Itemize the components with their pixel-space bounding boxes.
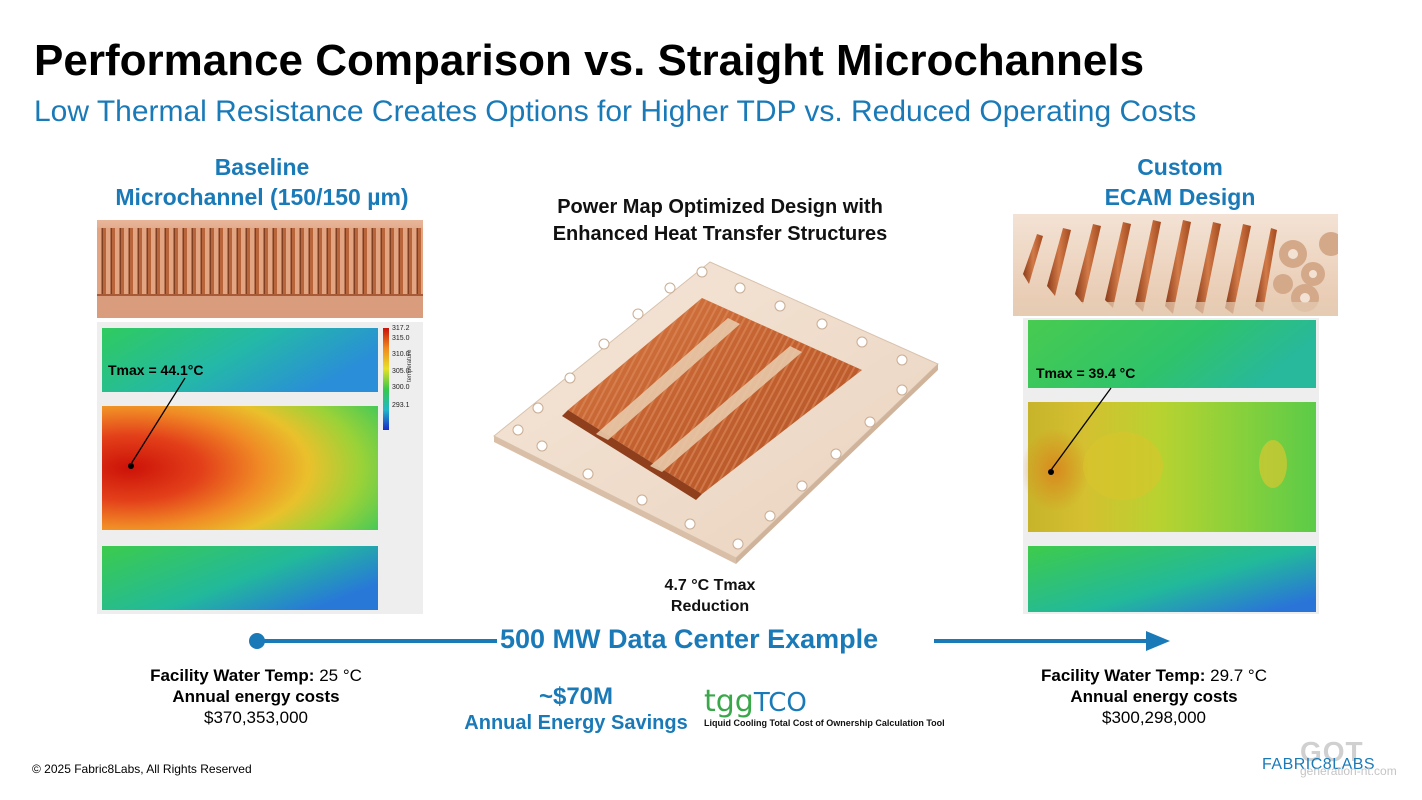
ecam-structure-photo (1013, 214, 1338, 316)
ecam-thermal-map (1023, 318, 1319, 614)
baseline-heading-line2: Microchannel (150/150 µm) (115, 184, 409, 210)
facility-temp-value: 29.7 °C (1210, 666, 1267, 685)
baseline-facility-stats: Facility Water Temp: 25 °C Annual energy… (106, 665, 406, 728)
energy-cost-label: Annual energy costs (172, 687, 340, 706)
ecam-heading-line2: ECAM Design (1104, 184, 1256, 210)
energy-cost-value: $370,353,000 (204, 708, 308, 727)
baseline-heading-line1: Baseline (214, 154, 310, 180)
baseline-heading: Baseline Microchannel (150/150 µm) (92, 152, 432, 212)
savings-value: ~$70M (538, 683, 614, 710)
tgg-tco-logo: tggTCO (704, 684, 807, 719)
facility-temp-label: Facility Water Temp: (1041, 666, 1206, 685)
tmax-reduction-line1: 4.7 °C Tmax (664, 577, 756, 594)
center-heading-line2: Enhanced Heat Transfer Structures (552, 223, 888, 245)
colorbar-tick: 300.0 (392, 383, 410, 391)
colorbar-tick: 315.0 (392, 335, 410, 343)
ecam-heading: Custom ECAM Design (1040, 152, 1320, 212)
center-heading: Power Map Optimized Design with Enhanced… (505, 194, 935, 248)
facility-temp-label: Facility Water Temp: (150, 666, 315, 685)
colorbar-tick: 293.1 (392, 402, 410, 410)
tco-logo-text: TCO (753, 688, 807, 718)
facility-temp-value: 25 °C (319, 666, 362, 685)
baseline-thermal-map (97, 322, 423, 614)
page-title: Performance Comparison vs. Straight Micr… (34, 36, 1145, 85)
tmax-reduction-line2: Reduction (670, 598, 750, 615)
cold-plate-image (490, 258, 940, 570)
ecam-facility-temp: Facility Water Temp: 29.7 °C (1004, 665, 1304, 686)
fabric8labs-logo: FABRIC8LABS (1262, 756, 1376, 773)
center-heading-line1: Power Map Optimized Design with (557, 196, 883, 218)
ecam-facility-stats: Facility Water Temp: 29.7 °C Annual ener… (1004, 665, 1304, 728)
datacenter-arrow (248, 630, 1178, 652)
baseline-facility-temp: Facility Water Temp: 25 °C (106, 665, 406, 686)
savings-label: Annual Energy Savings (464, 712, 688, 734)
tgg-logo-text: tgg (704, 684, 754, 719)
datacenter-example-title: 500 MW Data Center Example (500, 624, 879, 654)
energy-cost-label: Annual energy costs (1070, 687, 1238, 706)
ecam-heading-line1: Custom (1137, 154, 1223, 180)
energy-cost-value: $300,298,000 (1102, 708, 1206, 727)
colorbar-title: temperature (407, 349, 413, 382)
colorbar-tick: 317.2 (392, 325, 410, 332)
tco-tool-caption: Liquid Cooling Total Cost of Ownership C… (704, 718, 945, 728)
watermark-url: generation-nt.com (1300, 764, 1397, 778)
watermark-logo: GOT (1300, 736, 1364, 767)
tmax-reduction: 4.7 °C Tmax Reduction (620, 575, 800, 617)
copyright: © 2025 Fabric8Labs, All Rights Reserved (32, 762, 252, 776)
colorbar-tick: 305.0 (392, 367, 410, 375)
ecam-tmax-label: Tmax = 39.4 °C (1036, 365, 1136, 381)
colorbar-ticks: 317.2 315.0 310.0 305.0 300.0 293.1 (392, 324, 410, 411)
baseline-tmax-label: Tmax = 44.1°C (108, 362, 204, 378)
page-subtitle: Low Thermal Resistance Creates Options f… (34, 95, 1197, 128)
baseline-microchannel-photo (97, 220, 423, 318)
colorbar-tick: 310.0 (392, 351, 410, 359)
